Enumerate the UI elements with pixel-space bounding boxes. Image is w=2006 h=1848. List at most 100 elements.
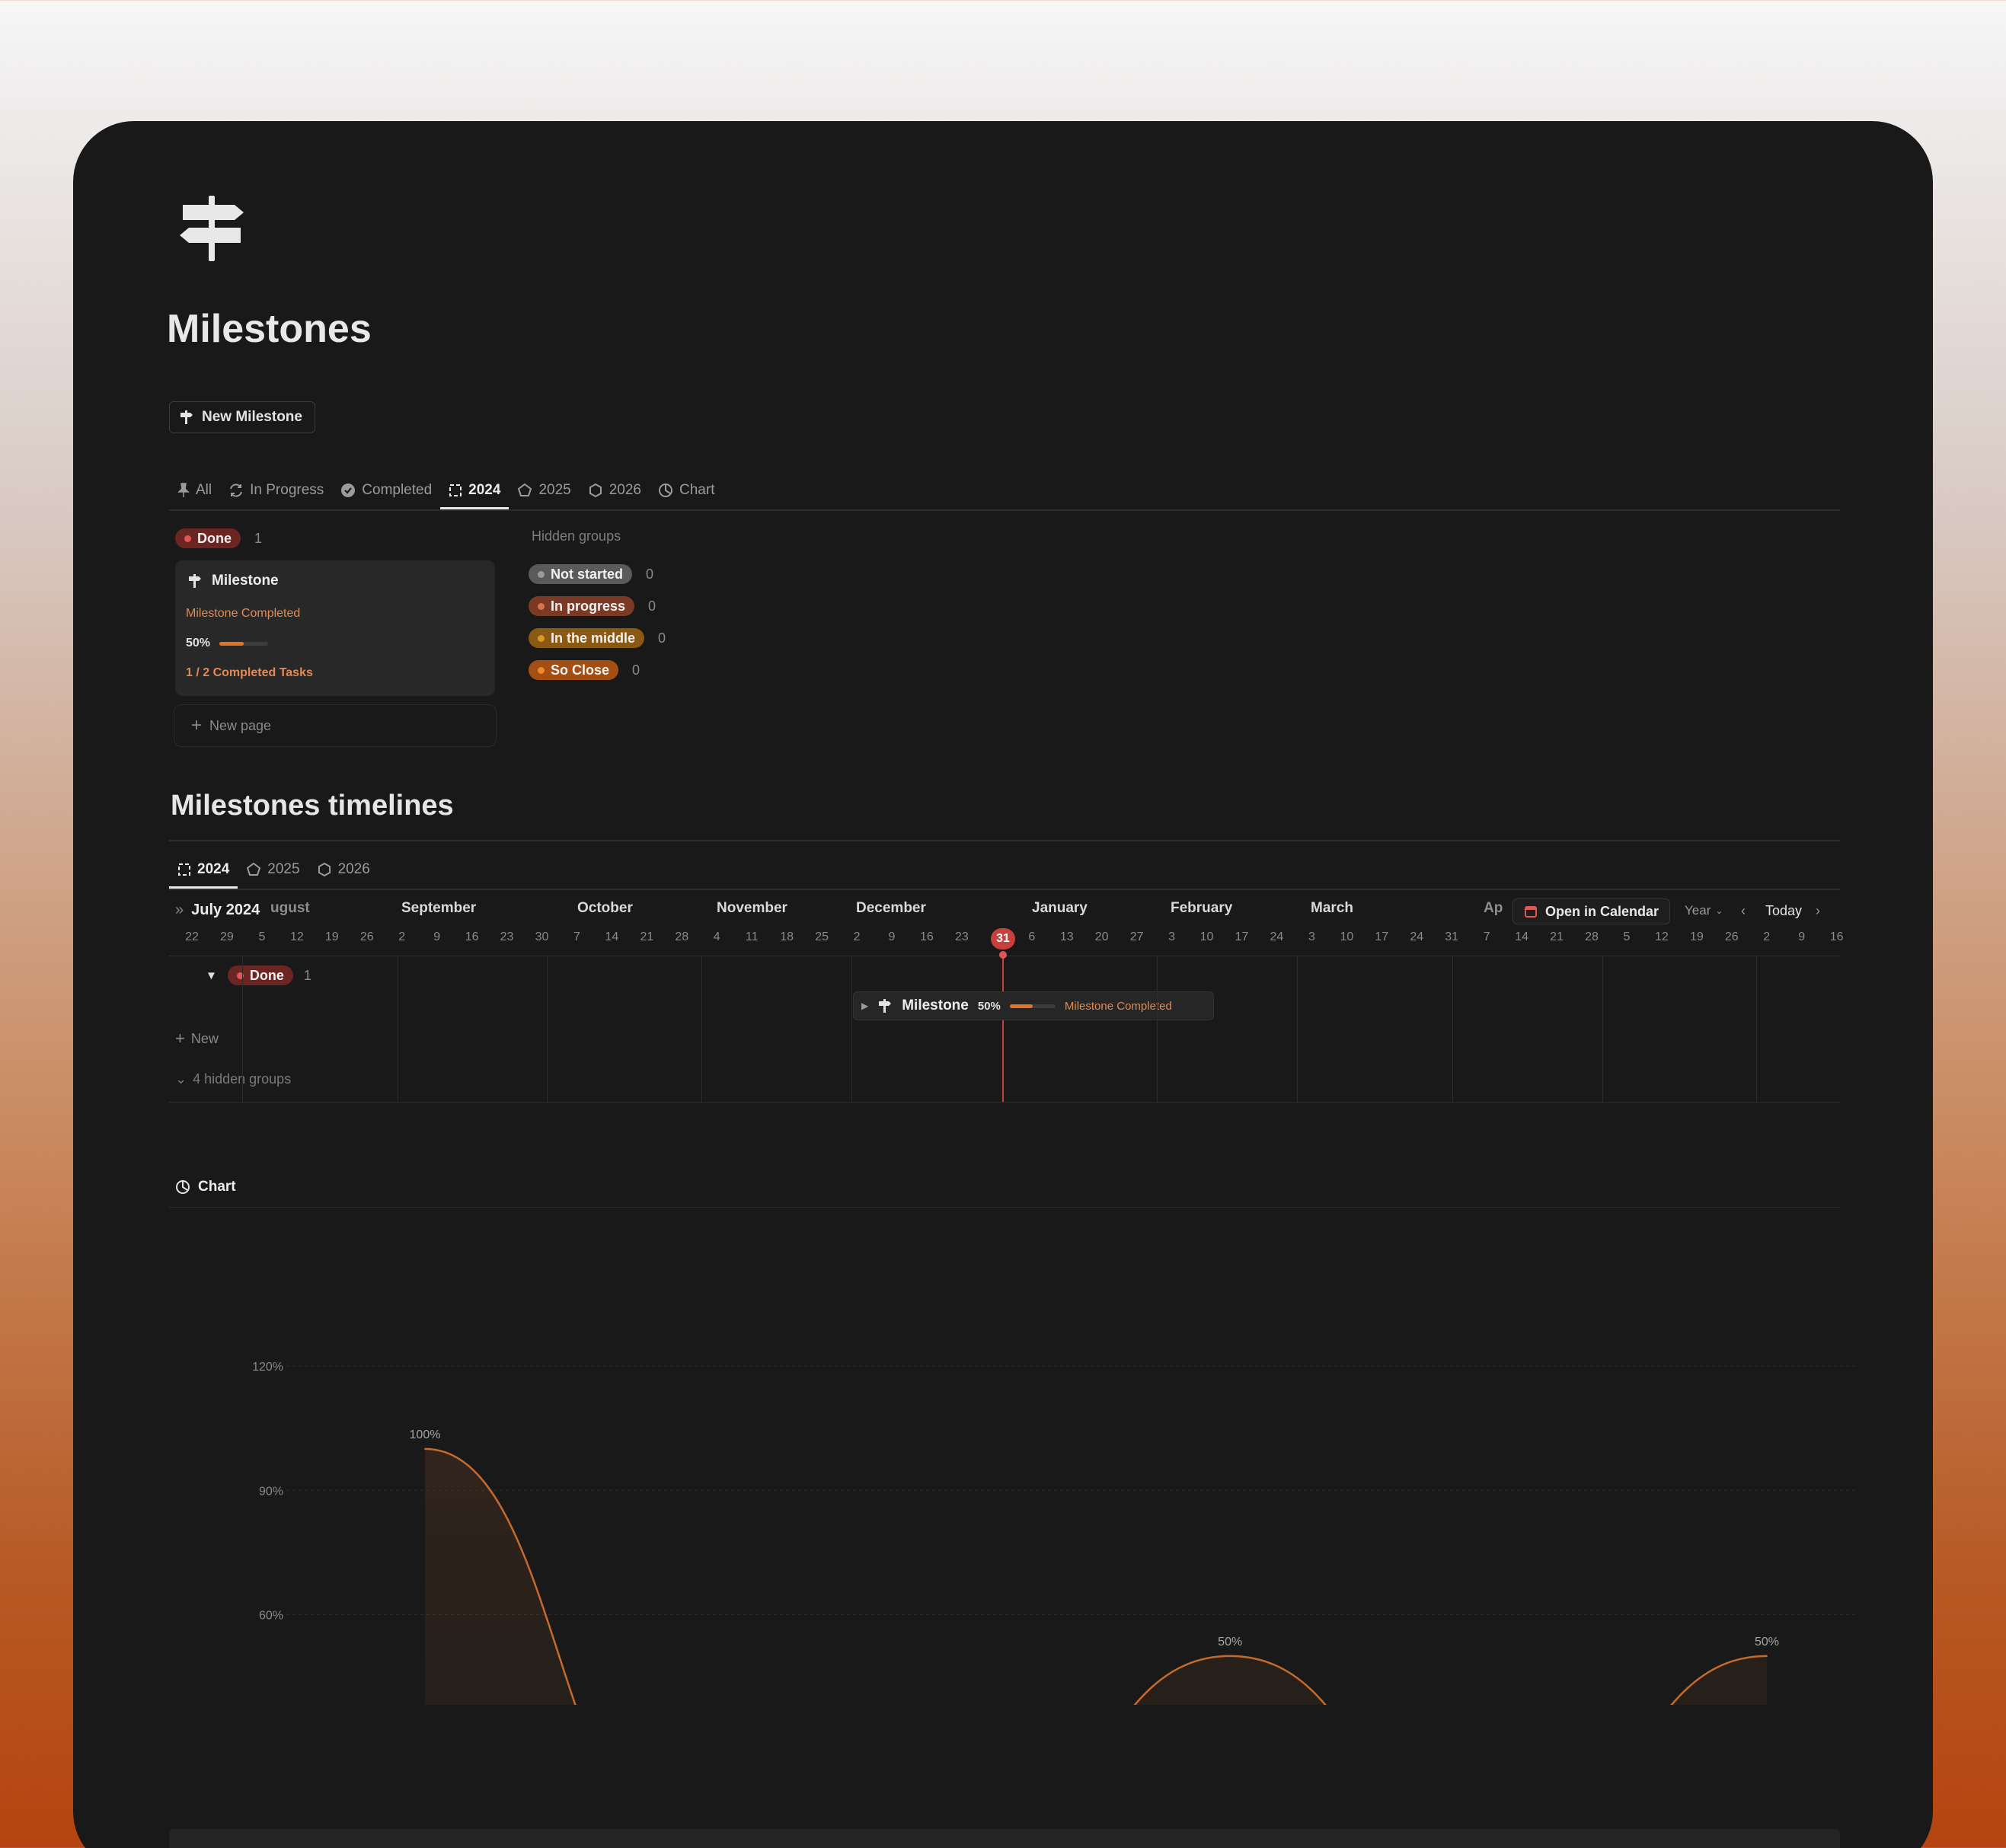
timeline-month-label: February xyxy=(1171,900,1233,916)
expand-caret-icon[interactable]: ▶ xyxy=(861,1001,869,1011)
hexagon-icon xyxy=(318,862,331,877)
timeline-day-label: 4 xyxy=(713,930,720,943)
status-badge[interactable]: So Close xyxy=(529,660,619,680)
timeline-day-label: 12 xyxy=(289,930,304,943)
status-badge[interactable]: In progress xyxy=(529,596,635,616)
status-badge-label: So Close xyxy=(551,662,610,678)
new-page-button[interactable]: + New page xyxy=(174,704,497,747)
status-badge-label: Not started xyxy=(551,566,624,582)
status-dot xyxy=(538,570,545,578)
timeline-day-label: 17 xyxy=(1375,930,1389,943)
timeline-day-label: 5 xyxy=(258,930,266,943)
status-badge[interactable]: In the middle xyxy=(529,628,645,648)
timeline-day-label: 6 xyxy=(1028,930,1036,943)
pin-icon xyxy=(177,483,190,497)
range-select[interactable]: Year ⌄ xyxy=(1685,903,1723,918)
timeline-tab-2026[interactable]: 2026 xyxy=(308,851,379,889)
today-marker: 31 xyxy=(991,928,1015,950)
timeline-grid-line xyxy=(1157,956,1158,1102)
timeline-day-label: 17 xyxy=(1235,930,1249,943)
timeline-tab-2025[interactable]: 2025 xyxy=(238,851,308,889)
today-button[interactable]: Today xyxy=(1765,903,1803,918)
tab-chart[interactable]: Chart xyxy=(650,471,723,509)
timeline-day-label: 14 xyxy=(1515,930,1528,943)
chart-divider xyxy=(169,1207,1840,1208)
timeline-grid-line xyxy=(851,956,852,1102)
today-line xyxy=(1002,956,1004,1102)
tab-completed[interactable]: Completed xyxy=(332,471,440,509)
tab-2024[interactable]: 2024 xyxy=(440,471,509,509)
timeline-grid-line xyxy=(1756,956,1757,1102)
progress-bar xyxy=(1009,1004,1056,1008)
tab-completed-label: Completed xyxy=(362,482,433,498)
timeline-month-label: November xyxy=(717,900,787,916)
timeline-status-label: Done xyxy=(249,967,284,983)
timeline-day-label: 19 xyxy=(324,930,339,943)
series-area xyxy=(425,1448,1767,1705)
timeline-day-label: 30 xyxy=(535,930,549,943)
open-in-calendar-button[interactable]: Open in Calendar xyxy=(1512,898,1671,924)
milestone-card[interactable]: Milestone Milestone Completed 50% 1 / 2 … xyxy=(175,560,495,696)
timeline-day-label: 2 xyxy=(853,930,861,943)
pie-chart-icon xyxy=(176,1180,190,1194)
timeline-grid-line xyxy=(242,956,243,1102)
card-progress-label: 50% xyxy=(186,637,211,650)
next-chevron-icon[interactable]: › xyxy=(1816,903,1820,918)
timeline-current-month: » July 2024 xyxy=(175,902,260,919)
timeline-tab-2024[interactable]: 2024 xyxy=(169,851,238,889)
caret-down-icon[interactable]: ▼ xyxy=(206,969,217,982)
timeline-day-label: 22 xyxy=(185,930,199,943)
timeline-day-label: 9 xyxy=(1798,930,1806,943)
timeline-month-label: September xyxy=(401,900,477,916)
timeline-group-header[interactable]: ▼ Done 1 xyxy=(206,965,311,985)
timeline-month-label: October xyxy=(577,900,633,916)
timeline-day-label: 27 xyxy=(1129,930,1144,943)
y-tick-label: 90% xyxy=(259,1485,283,1498)
data-point xyxy=(1229,1655,1231,1657)
tab-2025[interactable]: 2025 xyxy=(509,471,579,509)
timeline-day-label: 2 xyxy=(398,930,406,943)
status-badge[interactable]: Done xyxy=(175,528,241,548)
refresh-icon xyxy=(230,484,243,497)
timeline-item[interactable]: ▶ Milestone 50% Milestone Completed xyxy=(853,991,1214,1020)
timeline-new-button[interactable]: + New xyxy=(175,1029,219,1048)
hidden-group-row: In progress 0 xyxy=(529,596,666,616)
signpost-icon[interactable] xyxy=(174,194,250,263)
prev-chevron-icon[interactable]: ‹ xyxy=(1741,903,1746,918)
new-milestone-button[interactable]: New Milestone xyxy=(169,401,315,433)
timeline-month-label: March xyxy=(1311,900,1353,916)
current-month-label: July 2024 xyxy=(191,902,260,918)
timeline-day-label: 21 xyxy=(1550,930,1564,943)
group-count: 1 xyxy=(254,530,263,546)
timeline-tabs-divider xyxy=(169,889,1840,890)
card-tasks: 1 / 2 Completed Tasks xyxy=(186,666,313,679)
timeline-day-label: 16 xyxy=(1829,930,1844,943)
pentagon-icon xyxy=(247,862,261,876)
timeline-day-label: 23 xyxy=(954,930,969,943)
tab-in-progress[interactable]: In Progress xyxy=(220,471,332,509)
timeline-day-label: 9 xyxy=(433,930,441,943)
tab-chart-label: Chart xyxy=(679,482,715,498)
status-badge[interactable]: Not started xyxy=(529,564,633,584)
plus-icon: + xyxy=(175,1029,185,1048)
tab-all-label: All xyxy=(196,482,212,498)
tab-all[interactable]: All xyxy=(169,471,220,509)
hidden-groups-toggle[interactable]: ⌄ 4 hidden groups xyxy=(175,1071,291,1087)
group-count: 0 xyxy=(648,598,656,614)
tabs-divider xyxy=(169,509,1840,511)
timeline-day-label: 19 xyxy=(1689,930,1704,943)
chart-tab[interactable]: Chart xyxy=(175,1179,236,1195)
timeline-day-label: 2 xyxy=(1763,930,1771,943)
timeline-item-title: Milestone xyxy=(902,997,969,1013)
data-point xyxy=(424,1447,426,1450)
hidden-groups-list: Not started 0 In progress 0 In the middle 0 So… xyxy=(529,564,666,680)
timeline-grid-line xyxy=(1602,956,1603,1102)
chevron-down-icon: ⌄ xyxy=(175,1071,187,1087)
tab-2026[interactable]: 2026 xyxy=(580,471,650,509)
status-dot xyxy=(538,634,545,642)
timeline-day-label: 16 xyxy=(920,930,934,943)
collapse-double-chevron-icon[interactable]: » xyxy=(175,902,184,918)
status-dot xyxy=(184,535,191,542)
card-progress: 50% xyxy=(186,637,269,650)
status-dot xyxy=(538,602,545,610)
